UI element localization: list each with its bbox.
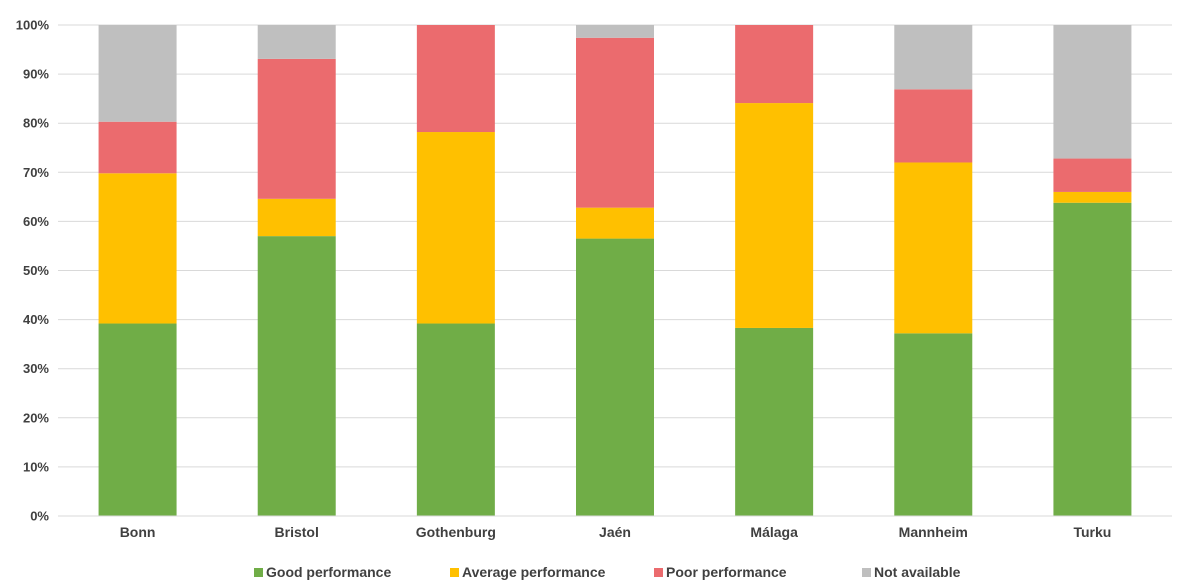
bar-segment [257,58,336,199]
bar-stack [98,25,177,516]
legend: Good performance Average performance Poor … [254,564,961,580]
bar-segment [735,103,814,328]
y-tick-label: 90% [23,67,49,82]
bar-stack [1053,25,1132,516]
y-tick-label: 100% [16,18,50,33]
bar-segment [98,323,177,516]
legend-label: Good performance [266,564,391,580]
y-tick-label: 60% [23,214,49,229]
bar-segment [576,207,654,239]
bar-segment [416,132,495,324]
bar-segment [98,173,177,324]
y-tick-label: 80% [23,116,49,131]
bar-segment [416,25,495,133]
bar-stack [576,25,654,516]
y-tick-label: 30% [23,361,49,376]
legend-swatch [450,568,459,577]
bar-segment [576,25,654,38]
bar-segment [416,323,495,516]
bar-stack [735,25,814,516]
legend-item: Poor performance [654,564,787,580]
bar-stack [416,25,495,516]
bar-segment [894,89,973,163]
x-tick-label: Mannheim [899,524,968,540]
y-tick-label: 20% [23,410,49,425]
bar-segment [576,238,654,516]
legend-item: Average performance [450,564,606,580]
y-tick-label: 40% [23,312,49,327]
bar-segment [257,236,336,516]
bar-segment [735,25,814,104]
y-tick-label: 0% [30,509,49,524]
bar-segment [894,25,973,90]
bar-segment [1053,202,1132,516]
bar-segment [1053,158,1132,192]
y-tick-label: 10% [23,459,49,474]
y-axis-ticks: 0% 10% 20% 30% 40% 50% 60% 70% 80% 90% 100% [16,18,50,524]
legend-swatch [862,568,871,577]
bar-segment [894,333,973,516]
bar-segment [735,327,814,516]
bar-segment [98,25,177,122]
bar-stack [894,25,973,516]
legend-swatch [654,568,663,577]
x-tick-label: Jaén [599,524,631,540]
bar-segment [98,121,177,174]
legend-label: Average performance [462,564,606,580]
bar-stack [257,25,336,516]
x-tick-label: Bonn [120,524,156,540]
x-tick-label: Turku [1073,524,1111,540]
legend-item: Good performance [254,564,391,580]
x-tick-label: Gothenburg [416,524,496,540]
bar-segment [894,162,973,334]
y-tick-label: 70% [23,165,49,180]
y-tick-label: 50% [23,263,49,278]
legend-swatch [254,568,263,577]
bar-segment [257,198,336,237]
bar-segment [1053,191,1132,203]
legend-item: Not available [862,564,961,580]
bar-segment [576,37,654,208]
legend-label: Not available [874,564,961,580]
bars [98,25,1132,516]
x-tick-label: Bristol [275,524,319,540]
bar-segment [257,25,336,59]
x-axis-labels: Bonn Bristol Gothenburg Jaén Málaga Mannheim T… [120,524,1112,540]
x-tick-label: Málaga [750,524,798,540]
bar-segment [1053,25,1132,159]
legend-label: Poor performance [666,564,787,580]
